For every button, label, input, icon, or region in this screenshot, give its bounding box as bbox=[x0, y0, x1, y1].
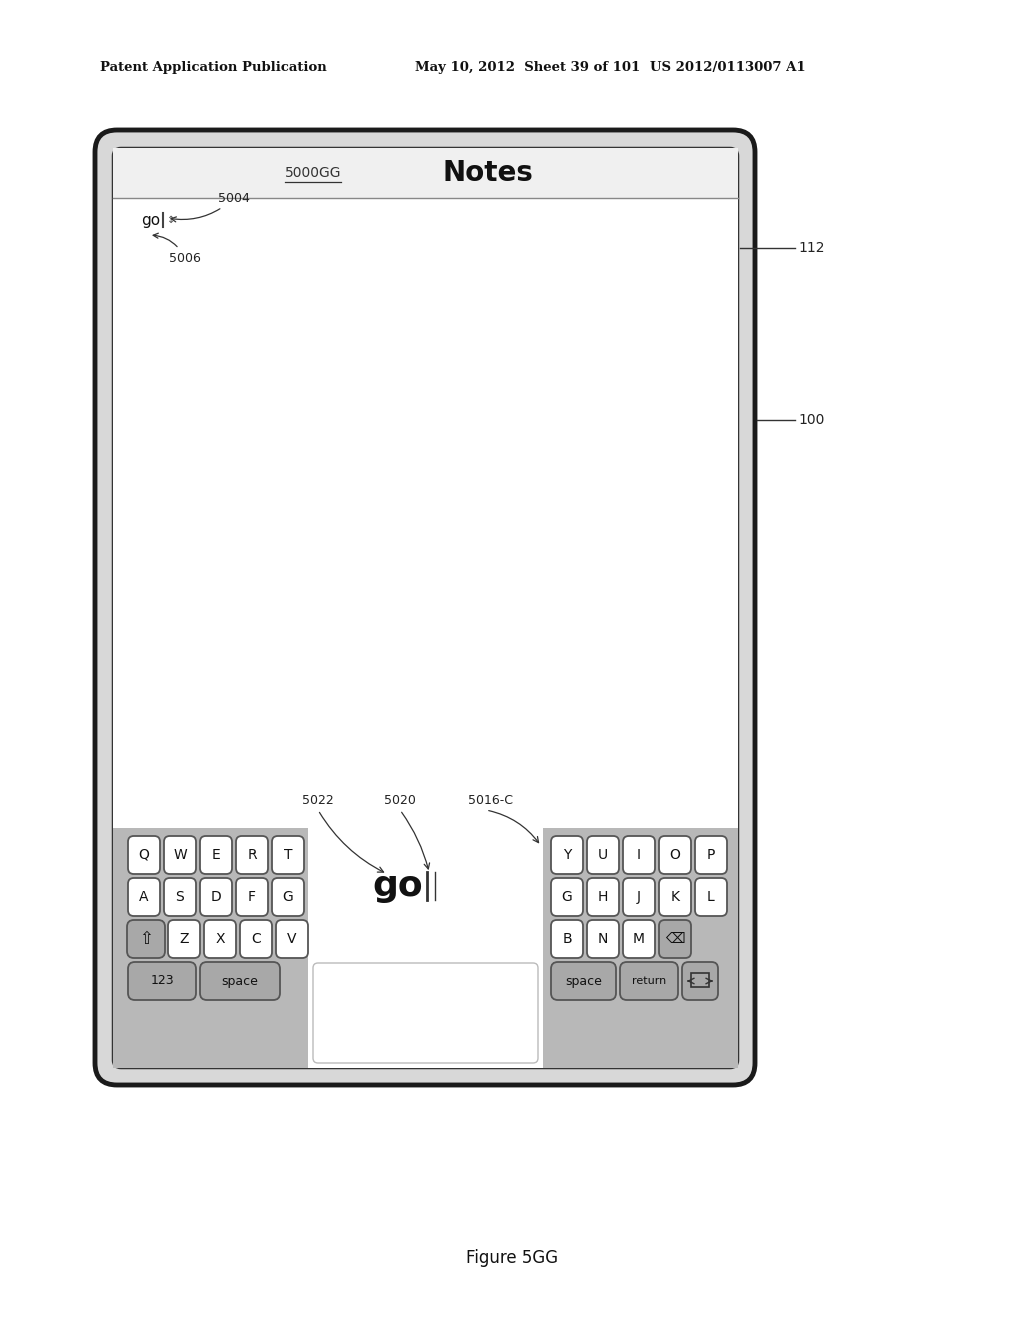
FancyBboxPatch shape bbox=[128, 878, 160, 916]
FancyBboxPatch shape bbox=[127, 920, 165, 958]
Text: ⌫: ⌫ bbox=[666, 932, 685, 946]
Bar bbox=[691, 973, 709, 987]
FancyBboxPatch shape bbox=[551, 836, 583, 874]
FancyBboxPatch shape bbox=[200, 962, 280, 1001]
Text: A: A bbox=[139, 890, 148, 904]
FancyBboxPatch shape bbox=[587, 920, 618, 958]
FancyBboxPatch shape bbox=[695, 878, 727, 916]
Text: Patent Application Publication: Patent Application Publication bbox=[100, 62, 327, 74]
Text: O: O bbox=[670, 847, 680, 862]
FancyBboxPatch shape bbox=[168, 920, 200, 958]
FancyBboxPatch shape bbox=[164, 836, 196, 874]
Text: US 2012/0113007 A1: US 2012/0113007 A1 bbox=[650, 62, 806, 74]
Text: K: K bbox=[671, 890, 680, 904]
Text: S: S bbox=[176, 890, 184, 904]
Text: ↕: ↕ bbox=[167, 215, 175, 224]
FancyBboxPatch shape bbox=[164, 878, 196, 916]
Text: Q: Q bbox=[138, 847, 150, 862]
Text: P: P bbox=[707, 847, 715, 862]
FancyBboxPatch shape bbox=[551, 962, 616, 1001]
FancyBboxPatch shape bbox=[128, 836, 160, 874]
Bar bbox=[113, 828, 738, 1068]
Text: 5022: 5022 bbox=[302, 793, 334, 807]
Text: 5006: 5006 bbox=[154, 234, 201, 264]
Text: 112: 112 bbox=[798, 242, 824, 255]
FancyBboxPatch shape bbox=[682, 962, 718, 1001]
Text: R: R bbox=[247, 847, 257, 862]
Text: F: F bbox=[248, 890, 256, 904]
Text: Figure 5GG: Figure 5GG bbox=[466, 1249, 558, 1267]
Text: X: X bbox=[215, 932, 224, 946]
Bar bbox=[113, 198, 738, 828]
Bar bbox=[308, 828, 543, 1068]
Text: C: C bbox=[251, 932, 261, 946]
FancyBboxPatch shape bbox=[276, 920, 308, 958]
FancyBboxPatch shape bbox=[620, 962, 678, 1001]
Text: May 10, 2012  Sheet 39 of 101: May 10, 2012 Sheet 39 of 101 bbox=[415, 62, 640, 74]
Text: go: go bbox=[141, 213, 160, 227]
FancyBboxPatch shape bbox=[587, 836, 618, 874]
Text: Notes: Notes bbox=[442, 158, 534, 187]
Text: I: I bbox=[637, 847, 641, 862]
FancyBboxPatch shape bbox=[240, 920, 272, 958]
FancyBboxPatch shape bbox=[200, 878, 232, 916]
Text: Z: Z bbox=[179, 932, 188, 946]
Text: space: space bbox=[565, 974, 602, 987]
Text: B: B bbox=[562, 932, 571, 946]
Text: G: G bbox=[561, 890, 572, 904]
FancyBboxPatch shape bbox=[113, 148, 738, 1068]
FancyBboxPatch shape bbox=[204, 920, 236, 958]
Text: space: space bbox=[221, 974, 258, 987]
Text: 5016-C: 5016-C bbox=[468, 793, 513, 807]
Text: 100: 100 bbox=[798, 413, 824, 426]
FancyBboxPatch shape bbox=[551, 920, 583, 958]
Text: J: J bbox=[637, 890, 641, 904]
FancyBboxPatch shape bbox=[587, 878, 618, 916]
Text: ⇧: ⇧ bbox=[139, 931, 153, 948]
FancyBboxPatch shape bbox=[272, 878, 304, 916]
FancyBboxPatch shape bbox=[236, 836, 268, 874]
Text: 5004: 5004 bbox=[171, 191, 250, 222]
FancyBboxPatch shape bbox=[236, 878, 268, 916]
Text: U: U bbox=[598, 847, 608, 862]
Text: H: H bbox=[598, 890, 608, 904]
Text: G: G bbox=[283, 890, 293, 904]
Text: 5000GG: 5000GG bbox=[285, 166, 341, 180]
Text: return: return bbox=[632, 975, 667, 986]
FancyBboxPatch shape bbox=[95, 129, 755, 1085]
Text: W: W bbox=[173, 847, 186, 862]
Text: N: N bbox=[598, 932, 608, 946]
FancyBboxPatch shape bbox=[623, 836, 655, 874]
Text: 123: 123 bbox=[151, 974, 174, 987]
Text: M: M bbox=[633, 932, 645, 946]
Text: T: T bbox=[284, 847, 292, 862]
FancyBboxPatch shape bbox=[623, 920, 655, 958]
FancyBboxPatch shape bbox=[200, 836, 232, 874]
Text: D: D bbox=[211, 890, 221, 904]
Text: L: L bbox=[708, 890, 715, 904]
Text: 5020: 5020 bbox=[384, 793, 416, 807]
Text: Y: Y bbox=[563, 847, 571, 862]
FancyBboxPatch shape bbox=[313, 964, 538, 1063]
Text: V: V bbox=[288, 932, 297, 946]
FancyBboxPatch shape bbox=[272, 836, 304, 874]
FancyBboxPatch shape bbox=[659, 878, 691, 916]
Bar bbox=[113, 148, 738, 198]
Text: E: E bbox=[212, 847, 220, 862]
FancyBboxPatch shape bbox=[128, 962, 196, 1001]
FancyBboxPatch shape bbox=[695, 836, 727, 874]
FancyBboxPatch shape bbox=[659, 920, 691, 958]
FancyBboxPatch shape bbox=[623, 878, 655, 916]
FancyBboxPatch shape bbox=[659, 836, 691, 874]
FancyBboxPatch shape bbox=[551, 878, 583, 916]
Text: go: go bbox=[372, 869, 423, 903]
